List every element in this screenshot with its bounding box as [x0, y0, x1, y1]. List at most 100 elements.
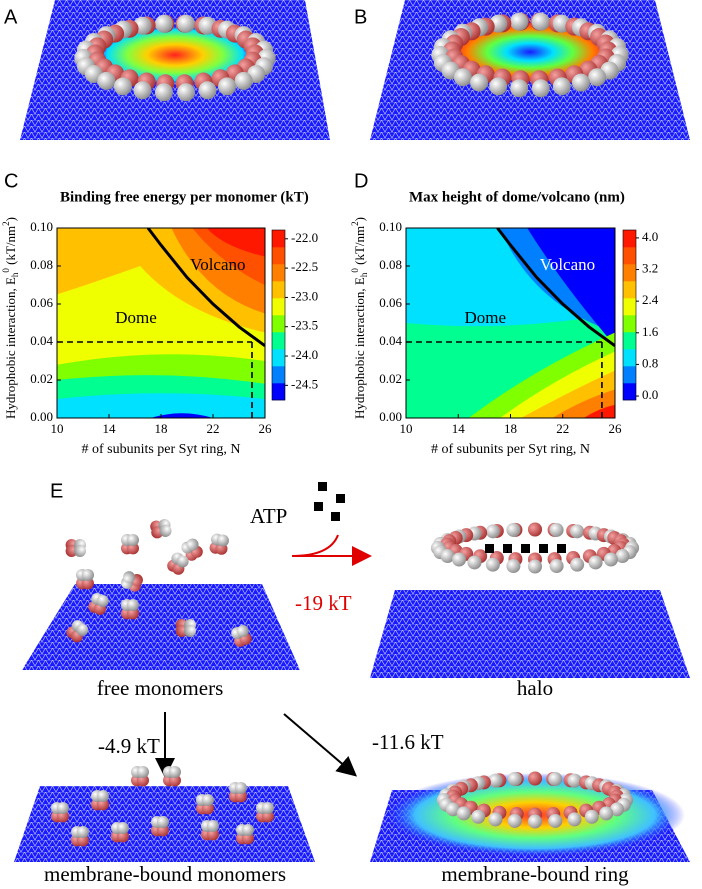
colorbar-swatch: [623, 247, 636, 265]
sphere: [262, 810, 274, 823]
sphere: [235, 790, 247, 803]
sphere: [97, 71, 116, 90]
sphere: [184, 625, 196, 637]
x-axis-label: # of subunits per Syt ring, N: [81, 442, 240, 457]
syt-ring: [436, 771, 634, 829]
atp: [521, 544, 530, 553]
sphere: [97, 798, 109, 811]
colorbar-swatch: [623, 264, 636, 282]
monomer: [121, 599, 139, 620]
panel-label: D: [354, 170, 368, 192]
contour-band: [506, 228, 615, 346]
sphere: [242, 832, 254, 845]
monomer: [91, 790, 109, 811]
monomer: [150, 519, 172, 539]
sphere: [567, 773, 582, 788]
y-axis-label-part: 2: [350, 221, 360, 226]
sphere: [236, 624, 249, 637]
state-label: membrane-bound ring: [441, 862, 629, 886]
sphere: [113, 77, 132, 96]
colorbar-tick-label: -24.5: [291, 376, 318, 391]
sphere: [154, 14, 173, 33]
colorbar-frame: [622, 229, 637, 401]
contour-fill: [57, 228, 265, 418]
colorbar-swatch: [272, 349, 285, 367]
monomer: [121, 534, 139, 555]
region-label: Volcano: [540, 255, 595, 274]
colorbar-swatch: [272, 366, 285, 384]
monomer: [120, 571, 143, 592]
y-axis-label-part: ): [3, 217, 18, 221]
colorbar-tick-label: -23.5: [291, 318, 318, 333]
sphere: [552, 77, 571, 96]
sphere: [216, 534, 229, 547]
sphere: [65, 545, 78, 557]
y-tick-label: 0.10: [30, 219, 53, 234]
y-tick-label: 0.02: [30, 371, 53, 386]
syt-ring: [431, 12, 629, 98]
sphere: [510, 12, 529, 31]
y-axis-label-part: 0: [1, 268, 11, 273]
y-axis-label-part: Hydrophobic interaction, E: [352, 277, 367, 419]
syt-ring: [430, 522, 640, 574]
sphere: [549, 522, 564, 537]
sphere: [154, 83, 173, 102]
colorbar-tick-label: -24.0: [291, 347, 318, 362]
monomer: [236, 824, 254, 845]
state-label: membrane-bound monomers: [44, 862, 286, 886]
colorbar-swatch: [272, 315, 285, 333]
energy-label: -11.6 kT: [372, 730, 444, 754]
sphere: [159, 524, 172, 537]
sphere: [175, 625, 188, 637]
colorbar-swatch: [272, 230, 285, 248]
sphere: [485, 524, 500, 539]
sphere: [127, 542, 139, 555]
sphere: [234, 71, 253, 90]
sphere: [488, 812, 503, 827]
x-tick-label: 18: [504, 421, 517, 436]
sphere: [467, 555, 482, 570]
sphere: [218, 77, 237, 96]
monomer: [163, 766, 181, 787]
atp: [557, 544, 566, 553]
chart-title: Binding free energy per monomer (kT): [60, 189, 309, 205]
y-axis-label-part: (kT/nm: [352, 226, 367, 268]
colorbar-swatch: [272, 281, 285, 299]
x-tick-label: 26: [609, 421, 623, 436]
sphere: [207, 828, 219, 841]
x-axis-label: # of subunits per Syt ring, N: [431, 442, 590, 457]
atp-molecules: [314, 482, 345, 521]
sphere: [489, 77, 508, 96]
x-tick-label: 22: [556, 421, 569, 436]
atp-label: ATP: [250, 504, 287, 528]
sphere: [186, 538, 199, 551]
sphere: [610, 802, 625, 817]
colorbar-swatch: [623, 366, 636, 384]
colorbar-swatch: [272, 383, 285, 401]
sphere: [57, 802, 69, 814]
sphere: [127, 599, 139, 611]
sphere: [588, 555, 603, 570]
syt-ring: [74, 14, 276, 102]
sphere: [470, 73, 489, 92]
x-tick-label: 14: [103, 421, 117, 436]
colorbar-tick-label: -22.5: [291, 259, 318, 274]
region-label: Dome: [115, 308, 157, 327]
region-label: Dome: [465, 308, 507, 327]
sphere: [548, 772, 563, 787]
monomer: [201, 820, 219, 841]
sphere: [82, 577, 94, 590]
sphere: [133, 81, 152, 100]
sphere: [177, 14, 196, 33]
atp: [485, 544, 494, 553]
x-tick-label: 18: [155, 421, 168, 436]
sphere: [588, 68, 607, 87]
x-tick-label: 10: [400, 421, 413, 436]
monomer: [256, 802, 274, 823]
sphere: [570, 524, 585, 539]
contour-band: [150, 413, 213, 418]
sphere: [76, 623, 89, 636]
contour-band: [583, 404, 615, 418]
arrow: [291, 534, 368, 556]
sphere: [157, 816, 169, 828]
